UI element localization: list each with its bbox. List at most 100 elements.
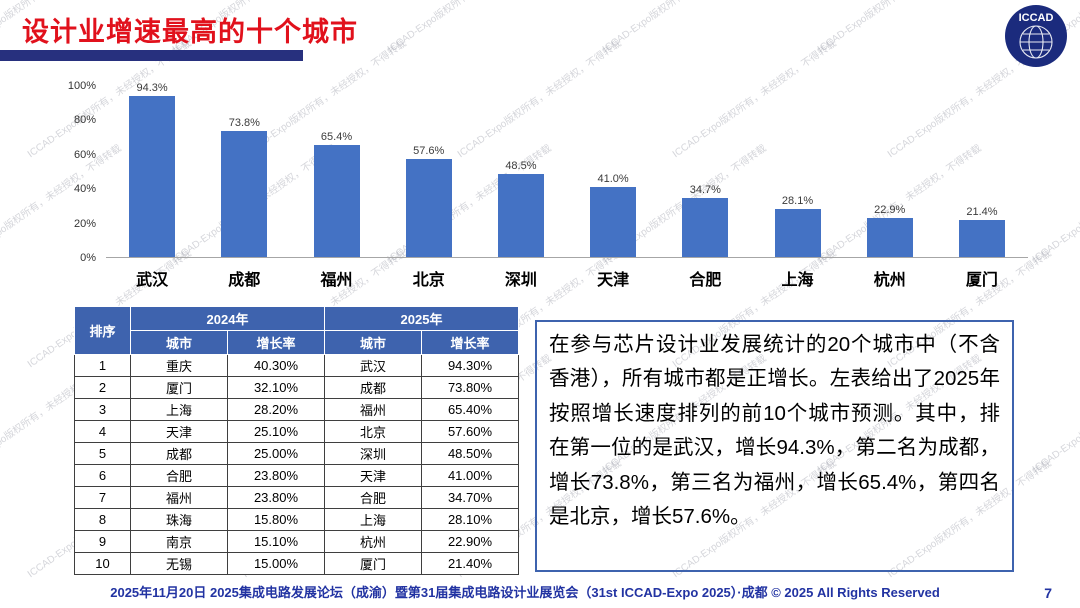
subheader-city-2025: 城市 [324, 330, 422, 355]
bar-value-label: 22.9% [874, 203, 906, 216]
table-cell-rate_2025: 41.00% [421, 464, 519, 487]
logo-circle [1005, 5, 1067, 67]
table-cell-city_2024: 珠海 [130, 508, 228, 531]
bar-value-label: 48.5% [505, 160, 537, 173]
table-cell-rate_2025: 73.80% [421, 376, 519, 399]
commentary-text: 在参与芯片设计业发展统计的20个城市中（不含香港），所有城市都是正增长。左表给出… [549, 333, 1000, 529]
table-cell-rate_2025: 94.30% [421, 354, 519, 377]
table-row: 4 天津 25.10% 北京 57.60% [74, 420, 519, 443]
col-header-2025: 2025年 [324, 306, 519, 331]
bar [774, 208, 821, 257]
y-axis-tick: 0% [80, 252, 96, 264]
category-label: 厦门 [965, 272, 998, 289]
table-cell-rank: 1 [74, 354, 131, 377]
table-row: 9 南京 15.10% 杭州 22.90% [74, 530, 519, 553]
bar-value-label: 94.3% [136, 81, 168, 94]
table-cell-city_2025: 天津 [324, 464, 422, 487]
watermark-text: ICCAD-Expo版权所有，未经授权，不得转载 [1030, 353, 1080, 476]
table-cell-rate_2024: 15.00% [227, 552, 325, 575]
table-cell-city_2025: 福州 [324, 398, 422, 421]
table-cell-rate_2024: 15.80% [227, 508, 325, 531]
table-cell-city_2024: 重庆 [130, 354, 228, 377]
bar-column-10: 21.4% [936, 86, 1028, 257]
bar-column-3: 65.4% [290, 86, 382, 257]
table-cell-city_2024: 天津 [130, 420, 228, 443]
subheader-rate-2024: 增长率 [227, 330, 325, 355]
bar-column-2: 73.8% [198, 86, 290, 257]
table-cell-city_2024: 福州 [130, 486, 228, 509]
table-row: 10 无锡 15.00% 厦门 21.40% [74, 552, 519, 575]
subheader-city-2024: 城市 [130, 330, 228, 355]
table-cell-rate_2024: 28.20% [227, 398, 325, 421]
bar [405, 158, 452, 257]
bar-value-label: 21.4% [966, 206, 998, 219]
y-axis-tick: 80% [73, 114, 96, 127]
y-axis-tick: 40% [73, 183, 96, 196]
table-cell-city_2025: 合肥 [324, 486, 422, 509]
table-row: 8 珠海 15.80% 上海 28.10% [74, 508, 519, 531]
bar-column-7: 34.7% [659, 86, 751, 257]
plot-area: 94.3% 73.8% 65.4% 57.6% 48.5% 41.0% 34.7% 28.1%… [106, 82, 1028, 258]
table-cell-city_2025: 成都 [324, 376, 422, 399]
category-label: 深圳 [504, 272, 537, 289]
bar-column-6: 41.0% [567, 86, 659, 257]
table-cell-rate_2025: 34.70% [421, 486, 519, 509]
bar-column-8: 28.1% [751, 86, 843, 257]
table-cell-city_2024: 成都 [130, 442, 228, 465]
bar-value-label: 73.8% [228, 116, 260, 129]
table-cell-rate_2024: 23.80% [227, 464, 325, 487]
table-cell-rate_2024: 15.10% [227, 530, 325, 553]
table-header-row-years: 排序 2024年 2025年 [74, 306, 519, 355]
table-cell-rank: 6 [74, 464, 131, 487]
table-cell-rate_2025: 65.40% [421, 398, 519, 421]
table-row: 3 上海 28.20% 福州 65.40% [74, 398, 519, 421]
y-axis: 0% 20% 40% 60% 80% 100% [60, 80, 100, 264]
category-label: 福州 [320, 272, 353, 289]
table-cell-city_2024: 厦门 [130, 376, 228, 399]
table-header-row-fields: 城市 增长率 城市 增长率 [75, 330, 519, 355]
table-cell-city_2024: 合肥 [130, 464, 228, 487]
iccad-logo: ICCAD [1005, 5, 1067, 67]
category-labels: 武汉 成都 福州 北京 深圳 天津 合肥 上海 杭州 厦门 [106, 266, 1028, 290]
title-underline [0, 50, 303, 61]
category-label: 天津 [597, 272, 630, 289]
table-cell-rank: 3 [74, 398, 131, 421]
table-cell-rate_2024: 32.10% [227, 376, 325, 399]
table-cell-rank: 8 [74, 508, 131, 531]
col-header-rank: 排序 [74, 306, 131, 355]
bar-value-label: 34.7% [689, 183, 721, 196]
table-cell-city_2024: 上海 [130, 398, 228, 421]
bar-column-1: 94.3% [106, 82, 198, 257]
watermark-text: ICCAD-Expo版权所有，未经授权，不得转载 [1030, 143, 1080, 266]
table-cell-rate_2024: 23.80% [227, 486, 325, 509]
bar-value-label: 57.6% [413, 144, 445, 157]
bar [221, 130, 268, 257]
rank-table: 排序 2024年 2025年 城市 增长率 城市 增长率 1 重庆 40.30% 武汉… [74, 306, 519, 575]
table-row: 5 成都 25.00% 深圳 48.50% [74, 442, 519, 465]
table-cell-rate_2024: 25.10% [227, 420, 325, 443]
table-cell-city_2025: 厦门 [324, 552, 422, 575]
y-axis-tick: 60% [73, 148, 96, 161]
bar-column-9: 22.9% [844, 86, 936, 257]
table-row: 1 重庆 40.30% 武汉 94.30% [74, 354, 519, 377]
bar-value-label: 65.4% [320, 131, 353, 144]
col-header-2024: 2024年 [130, 306, 325, 331]
footer-text: 2025年11月20日 2025集成电路发展论坛（成渝）暨第31届集成电路设计业… [110, 585, 940, 600]
category-label: 成都 [228, 272, 261, 289]
logo-globe-icon [1019, 25, 1053, 59]
bar [129, 95, 176, 257]
table-cell-city_2024: 无锡 [130, 552, 228, 575]
bar [590, 186, 637, 257]
category-label: 杭州 [873, 272, 906, 289]
table-cell-city_2025: 北京 [324, 420, 422, 443]
bar-column-4: 57.6% [383, 86, 475, 257]
y-axis-tick: 100% [67, 80, 96, 92]
bars-container: 94.3% 73.8% 65.4% 57.6% 48.5% 41.0% 34.7% 28.1%… [106, 82, 1028, 257]
table-cell-rate_2025: 28.10% [421, 508, 519, 531]
table-cell-rank: 2 [74, 376, 131, 399]
watermark-text: ICCAD-Expo版权所有，未经授权，不得转载 [814, 0, 984, 55]
category-label: 上海 [781, 272, 814, 289]
table-cell-rank: 10 [74, 552, 131, 575]
table-cell-rate_2024: 40.30% [227, 354, 325, 377]
watermark-text: ICCAD-Expo版权所有，未经授权，不得转载 [599, 0, 769, 55]
